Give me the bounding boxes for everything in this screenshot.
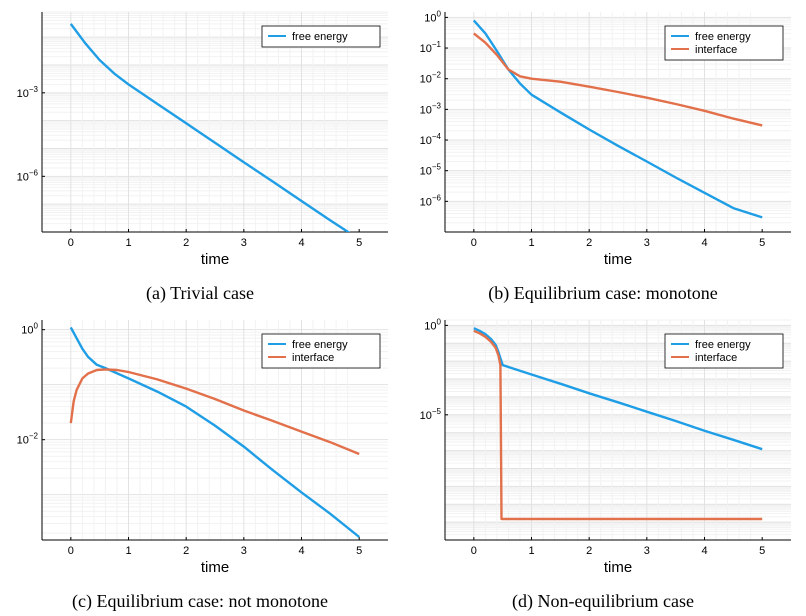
y-tick-label: 10−2 <box>17 432 39 447</box>
legend-box <box>664 333 784 369</box>
x-tick-label: 3 <box>644 545 650 557</box>
legend-entry: interface <box>695 44 737 56</box>
x-tick-label: 0 <box>68 237 74 249</box>
y-tick-label: 10−3 <box>17 85 39 100</box>
x-tick-label: 3 <box>644 237 650 249</box>
x-tick-label: 5 <box>356 545 362 557</box>
y-tick-label: 10−3 <box>420 101 442 116</box>
chart-b: 0 1 2 3 4 5 100 10−1 10−2 10−3 10−4 10−5 10−6 time fre… <box>420 9 791 268</box>
chart-caption: (a) Trivial case <box>146 283 254 303</box>
y-tick-label: 100 <box>21 322 38 337</box>
x-tick-label: 2 <box>183 545 189 557</box>
y-tick-label: 10−5 <box>420 407 442 422</box>
y-tick-label: 100 <box>424 317 441 332</box>
y-tick-label: 100 <box>424 9 441 24</box>
x-tick-label: 2 <box>586 237 592 249</box>
y-tick-label: 10−4 <box>420 132 442 147</box>
chart-caption: (b) Equilibrium case: monotone <box>488 283 718 303</box>
legend-entry: free energy <box>695 31 751 43</box>
x-axis-label: time <box>604 251 632 268</box>
x-tick-label: 0 <box>471 545 477 557</box>
y-tick-label: 10−6 <box>17 168 39 183</box>
series-line-interface <box>69 368 360 456</box>
x-tick-label: 0 <box>68 545 74 557</box>
x-tick-label: 5 <box>356 237 362 249</box>
grid <box>445 319 791 541</box>
legend-box <box>664 25 784 61</box>
chart-panel-b: 0 1 2 3 4 5 100 10−1 10−2 10−3 10−4 10−5 10−6 time fre… <box>403 0 806 308</box>
x-tick-label: 4 <box>298 237 304 249</box>
x-tick-label: 5 <box>759 237 765 249</box>
legend-entry: free energy <box>292 31 348 43</box>
series-line-free-energy <box>473 327 763 451</box>
chart-caption: (c) Equilibrium case: not monotone <box>72 591 328 611</box>
series-line-free-energy <box>472 19 763 219</box>
series-line-interface <box>473 329 763 521</box>
legend: free energy <box>261 25 381 48</box>
x-tick-label: 1 <box>125 237 131 249</box>
grid <box>445 12 791 233</box>
x-tick-label: 1 <box>528 237 534 249</box>
chart-a: 0 1 2 3 4 5 10−3 10−6 time free energy <box>17 11 388 268</box>
y-tick-label: 10−5 <box>420 163 442 178</box>
y-tick-label: 10−2 <box>420 71 442 86</box>
chart-panel-a: 0 1 2 3 4 5 10−3 10−6 time free energy (a) Trivia… <box>0 0 403 308</box>
grid <box>42 11 388 233</box>
x-tick-label: 3 <box>241 237 247 249</box>
legend-box <box>261 25 381 48</box>
series-line-free-energy <box>69 326 360 538</box>
chart-panel-c: 0 1 2 3 4 5 100 10−2 time free energy interface (c… <box>0 308 403 616</box>
x-axis-label: time <box>201 559 229 576</box>
x-tick-label: 4 <box>701 545 707 557</box>
chart-caption: (d) Non-equilibrium case <box>512 591 694 611</box>
legend-entry: free energy <box>292 339 348 351</box>
x-axis-label: time <box>604 559 632 576</box>
chart-panel-d: 0 1 2 3 4 5 100 10−5 time free energy interface (d… <box>403 308 806 616</box>
x-tick-label: 1 <box>528 545 534 557</box>
legend-entry: interface <box>695 352 737 364</box>
y-tick-label: 10−6 <box>420 193 442 208</box>
legend-entry: interface <box>292 352 334 364</box>
x-tick-label: 2 <box>586 545 592 557</box>
x-tick-label: 4 <box>701 237 707 249</box>
x-tick-label: 2 <box>183 237 189 249</box>
x-tick-label: 5 <box>759 545 765 557</box>
x-axis-label: time <box>201 251 229 268</box>
series-line-interface <box>473 32 763 127</box>
legend-box <box>261 333 381 369</box>
y-tick-label: 10−1 <box>420 40 442 55</box>
series-line-free-energy <box>69 23 351 232</box>
x-tick-label: 1 <box>125 545 131 557</box>
x-tick-label: 0 <box>471 237 477 249</box>
x-tick-label: 4 <box>298 545 304 557</box>
x-tick-label: 3 <box>241 545 247 557</box>
legend-entry: free energy <box>695 339 751 351</box>
